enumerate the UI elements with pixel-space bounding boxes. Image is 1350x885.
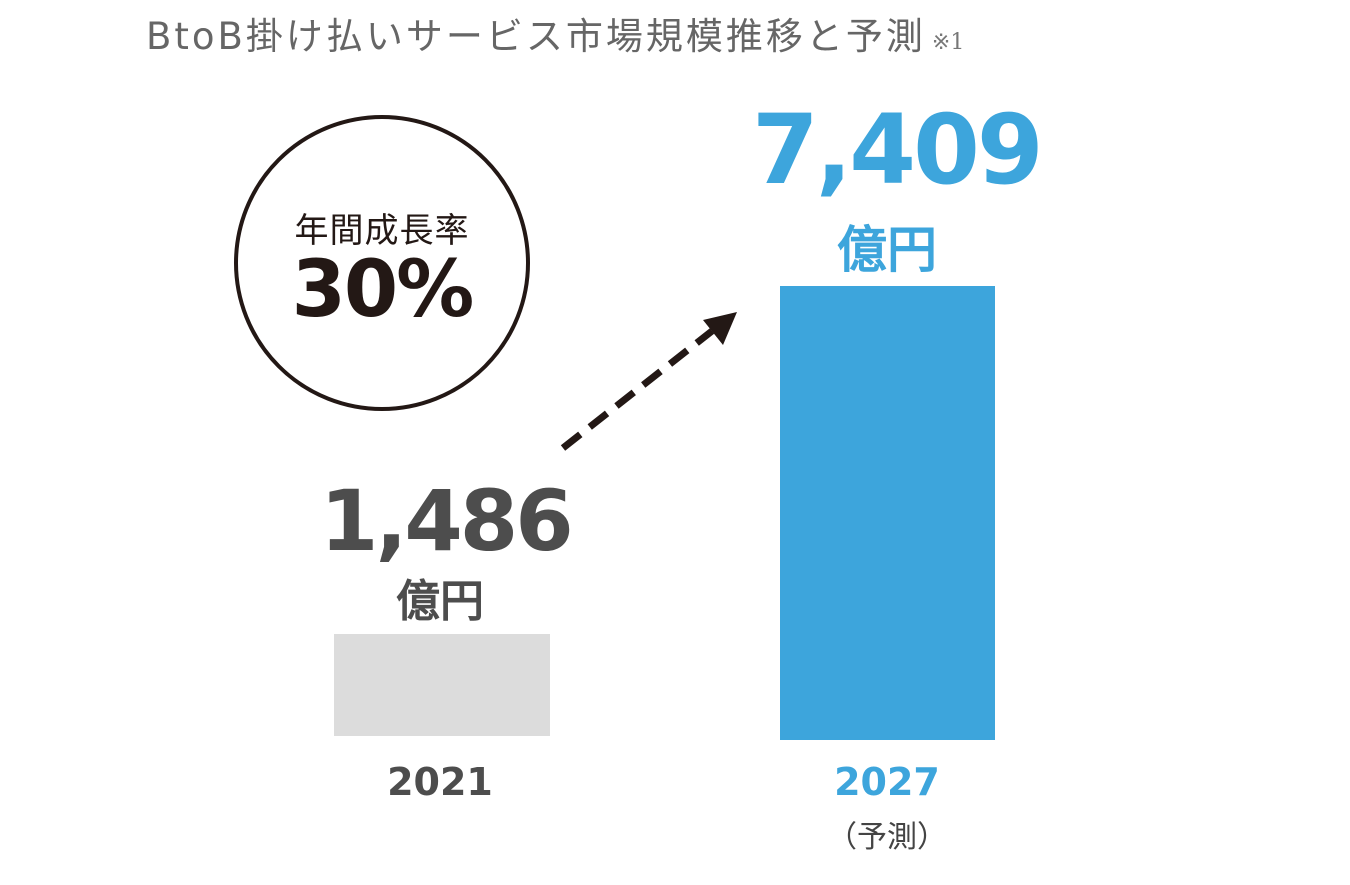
bar-2021	[334, 634, 550, 736]
bar-unit-2021: 億円	[396, 576, 484, 627]
bar-value-2027: 7,409	[752, 94, 1044, 206]
bar-value-2021: 1,486	[320, 472, 574, 570]
growth-rate-label: 年間成長率	[294, 211, 470, 251]
bar-2027	[780, 286, 995, 740]
growth-rate-badge: 年間成長率 30%	[234, 115, 530, 411]
growth-rate-value: 30%	[291, 245, 475, 335]
footnote-marker: ※1	[931, 30, 965, 55]
chart-title-text: BtoB掛け払いサービス市場規模推移と予測	[146, 15, 926, 58]
year-label-2027: 2027	[834, 760, 940, 804]
bar-unit-2027: 億円	[837, 221, 937, 279]
year-label-2021: 2021	[387, 760, 493, 804]
forecast-label-2027: （予測）	[827, 820, 947, 855]
chart-title: BtoB掛け払いサービス市場規模推移と予測 ※1	[146, 6, 964, 60]
